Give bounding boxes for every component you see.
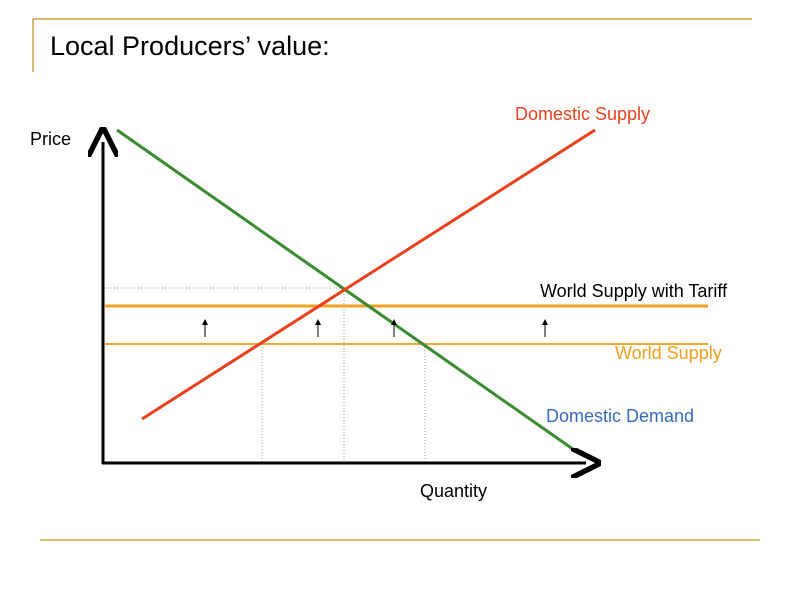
- slide-title: Local Producers’ value:: [50, 31, 330, 61]
- x-axis-label: Quantity: [420, 481, 487, 501]
- demand-curve: [116, 128, 578, 454]
- y-axis-label: Price: [30, 129, 71, 149]
- world-supply-label: World Supply: [615, 343, 722, 363]
- guides: [105, 287, 426, 463]
- demand-label: Domestic Demand: [546, 406, 694, 426]
- supply-curve: [141, 128, 596, 421]
- tariff-label: World Supply with Tariff: [540, 281, 728, 301]
- shift-arrows: [202, 319, 548, 337]
- supply-label: Domestic Supply: [515, 104, 650, 124]
